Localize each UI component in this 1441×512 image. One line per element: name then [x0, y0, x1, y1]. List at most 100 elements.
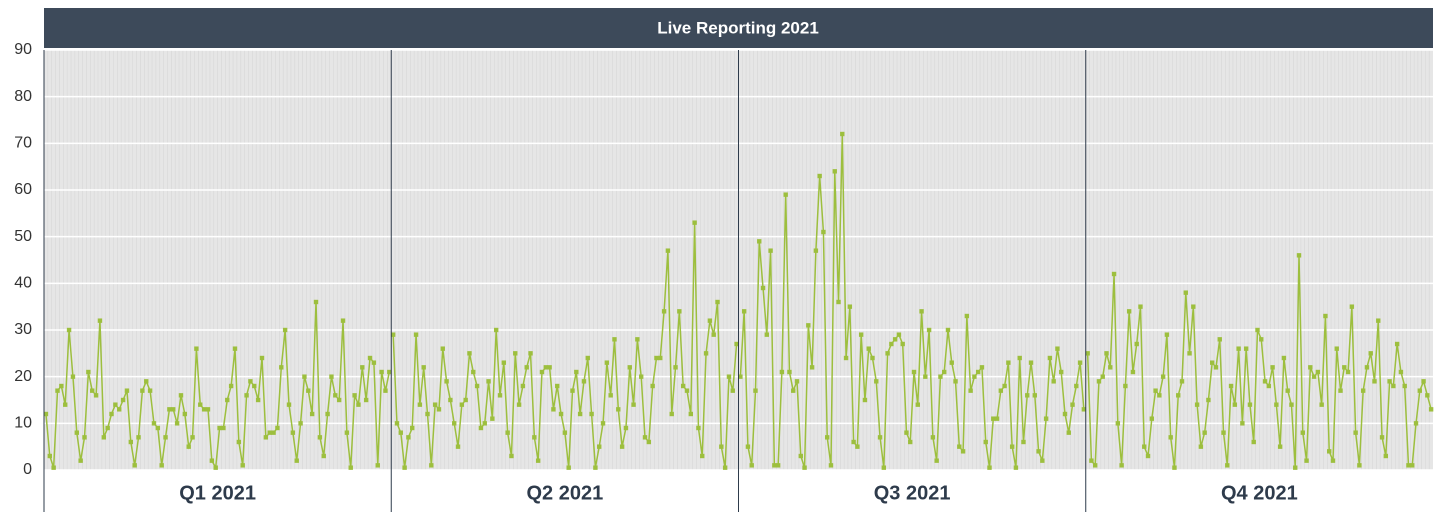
- data-point: [896, 332, 902, 337]
- data-point: [82, 435, 87, 440]
- data-point: [968, 388, 973, 393]
- data-point: [528, 351, 533, 356]
- data-point: [1134, 341, 1139, 347]
- data-point: [255, 397, 261, 403]
- data-point: [942, 369, 947, 375]
- data-point: [1402, 383, 1407, 389]
- data-point: [455, 444, 461, 449]
- data-point: [513, 351, 518, 356]
- data-point: [813, 248, 819, 253]
- data-point: [1345, 369, 1351, 375]
- data-point: [383, 388, 388, 393]
- data-point: [1153, 388, 1158, 393]
- data-point: [677, 309, 682, 314]
- data-point: [1062, 411, 1068, 417]
- data-point: [159, 463, 164, 468]
- data-point: [367, 355, 373, 361]
- data-point: [753, 388, 758, 393]
- data-point: [983, 439, 988, 445]
- data-point: [1164, 332, 1170, 337]
- data-point: [1391, 383, 1396, 389]
- data-point: [926, 327, 932, 333]
- data-point: [1066, 430, 1071, 435]
- data-point: [163, 435, 168, 440]
- data-point: [953, 379, 958, 384]
- data-point: [363, 397, 369, 403]
- data-point: [1285, 388, 1290, 393]
- data-point: [410, 425, 415, 431]
- data-point: [336, 397, 342, 403]
- data-point: [132, 463, 137, 468]
- data-point: [124, 388, 130, 393]
- data-point: [654, 355, 659, 361]
- data-point: [535, 458, 541, 463]
- data-point: [47, 453, 52, 459]
- data-point: [1032, 393, 1037, 398]
- data-point: [866, 346, 871, 351]
- data-point: [63, 402, 68, 407]
- data-point: [665, 248, 671, 253]
- data-point: [775, 463, 781, 468]
- data-point: [616, 407, 621, 412]
- data-point: [1221, 430, 1226, 435]
- data-point: [593, 465, 598, 470]
- data-point: [1308, 365, 1313, 370]
- data-point: [738, 374, 743, 379]
- data-point: [1194, 402, 1200, 407]
- data-point: [90, 388, 95, 393]
- data-point: [821, 229, 826, 235]
- data-point: [486, 379, 491, 384]
- data-point: [1183, 290, 1188, 295]
- data-point: [232, 346, 238, 351]
- data-point: [779, 369, 785, 375]
- data-point: [1428, 407, 1434, 412]
- data-point: [194, 346, 199, 351]
- data-point: [70, 374, 76, 379]
- data-point: [93, 393, 99, 398]
- data-point: [1259, 337, 1264, 342]
- data-point: [555, 383, 560, 389]
- data-point: [1353, 430, 1358, 435]
- data-point: [436, 407, 442, 412]
- data-point: [930, 435, 936, 440]
- data-point: [809, 365, 815, 370]
- data-point: [1021, 439, 1026, 445]
- data-point: [1360, 388, 1366, 393]
- data-point: [348, 465, 353, 470]
- data-point: [1376, 318, 1381, 323]
- data-point: [66, 327, 72, 333]
- data-point: [1092, 463, 1098, 468]
- data-point: [321, 453, 326, 459]
- data-point: [298, 421, 303, 426]
- data-point: [764, 332, 770, 337]
- data-point: [497, 393, 503, 398]
- data-point: [279, 365, 284, 370]
- data-point: [309, 411, 315, 417]
- data-point: [570, 388, 575, 393]
- data-point: [840, 131, 845, 137]
- data-line: [739, 133, 1085, 468]
- data-point: [680, 383, 686, 389]
- data-point: [1036, 449, 1041, 454]
- data-point: [286, 402, 292, 407]
- data-point: [198, 402, 203, 407]
- data-point: [432, 402, 438, 407]
- data-point: [1081, 407, 1087, 412]
- data-point: [448, 397, 453, 403]
- data-point: [520, 383, 526, 389]
- data-point: [1338, 388, 1343, 393]
- data-point: [452, 421, 457, 426]
- data-point: [889, 341, 894, 347]
- data-point: [209, 458, 215, 463]
- data-point: [1421, 379, 1426, 384]
- data-point: [604, 360, 610, 365]
- data-point: [144, 379, 149, 384]
- data-point: [1025, 393, 1030, 398]
- data-point: [904, 430, 909, 435]
- data-point: [631, 402, 636, 407]
- data-point: [1187, 351, 1192, 356]
- data-point: [1425, 393, 1430, 398]
- data-point: [551, 407, 556, 412]
- data-point: [1142, 444, 1147, 449]
